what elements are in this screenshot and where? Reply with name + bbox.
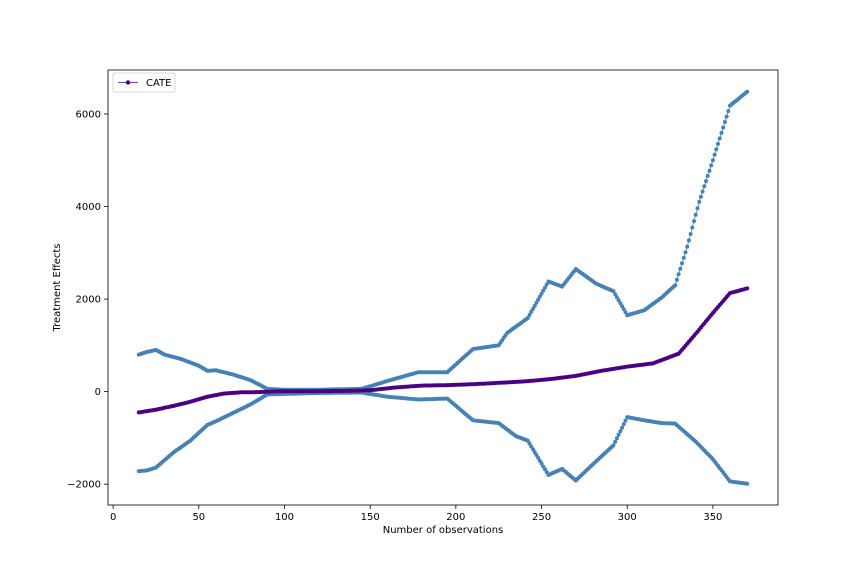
data-point-upper-bound [614, 295, 619, 300]
ticks-layer: 0 50 100 150 200 250 300 350 −2000 0 2000 4000 6000 [67, 109, 722, 523]
data-point-upper-bound [541, 288, 546, 293]
x-tick-label: 200 [446, 512, 465, 523]
x-tick-label: 50 [192, 512, 205, 523]
data-point-upper-bound [673, 283, 678, 288]
data-point-upper-bound [700, 189, 705, 194]
data-point-upper-bound [531, 306, 535, 311]
data-point-upper-bound [745, 89, 750, 94]
data-point-upper-bound [722, 120, 727, 124]
data-point-upper-bound [717, 136, 722, 141]
data-point-estimate [745, 286, 750, 291]
data-point-upper-bound [527, 313, 532, 317]
series-line-lower-bound [138, 392, 748, 485]
data-point-lower-bound [527, 441, 532, 446]
data-point-upper-bound [681, 255, 686, 260]
y-tick-label: 0 [95, 387, 101, 398]
data-point-upper-bound [618, 301, 623, 306]
data-point-upper-bound [534, 300, 539, 305]
data-point-upper-bound [686, 238, 691, 243]
plot-frame [107, 69, 779, 506]
data-point-upper-bound [616, 298, 621, 303]
data-point-upper-bound [709, 163, 714, 168]
data-point-upper-bound [543, 285, 547, 290]
x-axis-label: Number of observations [383, 525, 504, 536]
x-tick-label: 0 [110, 512, 116, 523]
data-point-lower-bound [616, 432, 621, 437]
legend-label-cate: CATE [146, 78, 171, 89]
data-point-upper-bound [621, 307, 626, 312]
data-point-lower-bound [623, 418, 628, 423]
x-tick-label: 300 [618, 512, 637, 523]
legend: CATE [112, 72, 176, 93]
data-point-lower-bound [745, 481, 750, 486]
data-point-upper-bound [721, 125, 726, 130]
data-point-upper-bound [536, 297, 541, 302]
data-point-upper-bound [544, 282, 549, 287]
data-point-lower-bound [613, 439, 618, 444]
data-point-upper-bound [707, 168, 712, 173]
data-point-upper-bound [712, 152, 717, 157]
series-estimate [136, 286, 750, 415]
data-point-upper-bound [680, 261, 684, 266]
data-point-lower-bound [543, 467, 547, 472]
data-point-lower-bound [620, 425, 625, 430]
data-point-lower-bound [614, 436, 619, 441]
data-point-upper-bound [716, 141, 720, 146]
data-point-lower-bound [536, 455, 541, 460]
data-point-upper-bound [529, 309, 534, 314]
data-point-upper-bound [537, 294, 542, 299]
data-point-upper-bound [525, 316, 530, 320]
y-axis-label: Treatment Effects [52, 243, 63, 332]
data-point-upper-bound [688, 232, 693, 236]
data-point-upper-bound [705, 173, 710, 178]
data-point-lower-bound [534, 452, 539, 457]
data-point-upper-bound [704, 179, 708, 184]
data-point-upper-bound [710, 158, 715, 163]
x-tick-label: 250 [532, 512, 551, 523]
y-tick-label: −2000 [67, 480, 101, 491]
legend-marker-cate [125, 80, 131, 85]
series-layer [136, 89, 750, 486]
data-point-upper-bound [697, 199, 702, 204]
data-point-upper-bound [539, 291, 544, 296]
y-tick-label: 2000 [76, 295, 101, 306]
data-point-upper-bound [726, 109, 731, 114]
data-point-upper-bound [613, 292, 618, 297]
data-point-upper-bound [620, 304, 625, 309]
data-point-lower-bound [611, 443, 616, 448]
legend-box [112, 72, 176, 93]
data-point-upper-bound [611, 289, 616, 294]
data-point-upper-bound [674, 277, 679, 282]
data-point-upper-bound [683, 250, 688, 255]
data-point-upper-bound [719, 130, 724, 135]
x-tick-label: 350 [703, 512, 722, 523]
data-point-upper-bound [532, 303, 537, 308]
data-point-upper-bound [676, 272, 681, 277]
data-point-upper-bound [692, 219, 696, 224]
series-lower-bound [136, 390, 750, 486]
data-point-upper-bound [702, 184, 707, 189]
x-tick-label: 150 [361, 512, 380, 523]
data-point-upper-bound [714, 147, 719, 152]
data-point-upper-bound [623, 310, 628, 315]
x-tick-label: 100 [275, 512, 294, 523]
data-point-upper-bound [690, 225, 695, 230]
y-tick-label: 4000 [76, 202, 101, 213]
data-point-upper-bound [698, 194, 703, 199]
data-point-upper-bound [685, 244, 690, 249]
data-point-upper-bound [695, 206, 700, 211]
y-tick-label: 6000 [76, 109, 101, 120]
series-line-upper-bound [138, 91, 748, 391]
data-point-lower-bound [621, 422, 626, 427]
data-point-upper-bound [693, 212, 698, 217]
data-point-lower-bound [539, 461, 544, 466]
data-point-lower-bound [531, 447, 535, 452]
data-point-lower-bound [618, 429, 623, 434]
series-upper-bound [136, 89, 750, 392]
data-point-upper-bound [724, 114, 729, 119]
data-point-upper-bound [678, 266, 683, 271]
